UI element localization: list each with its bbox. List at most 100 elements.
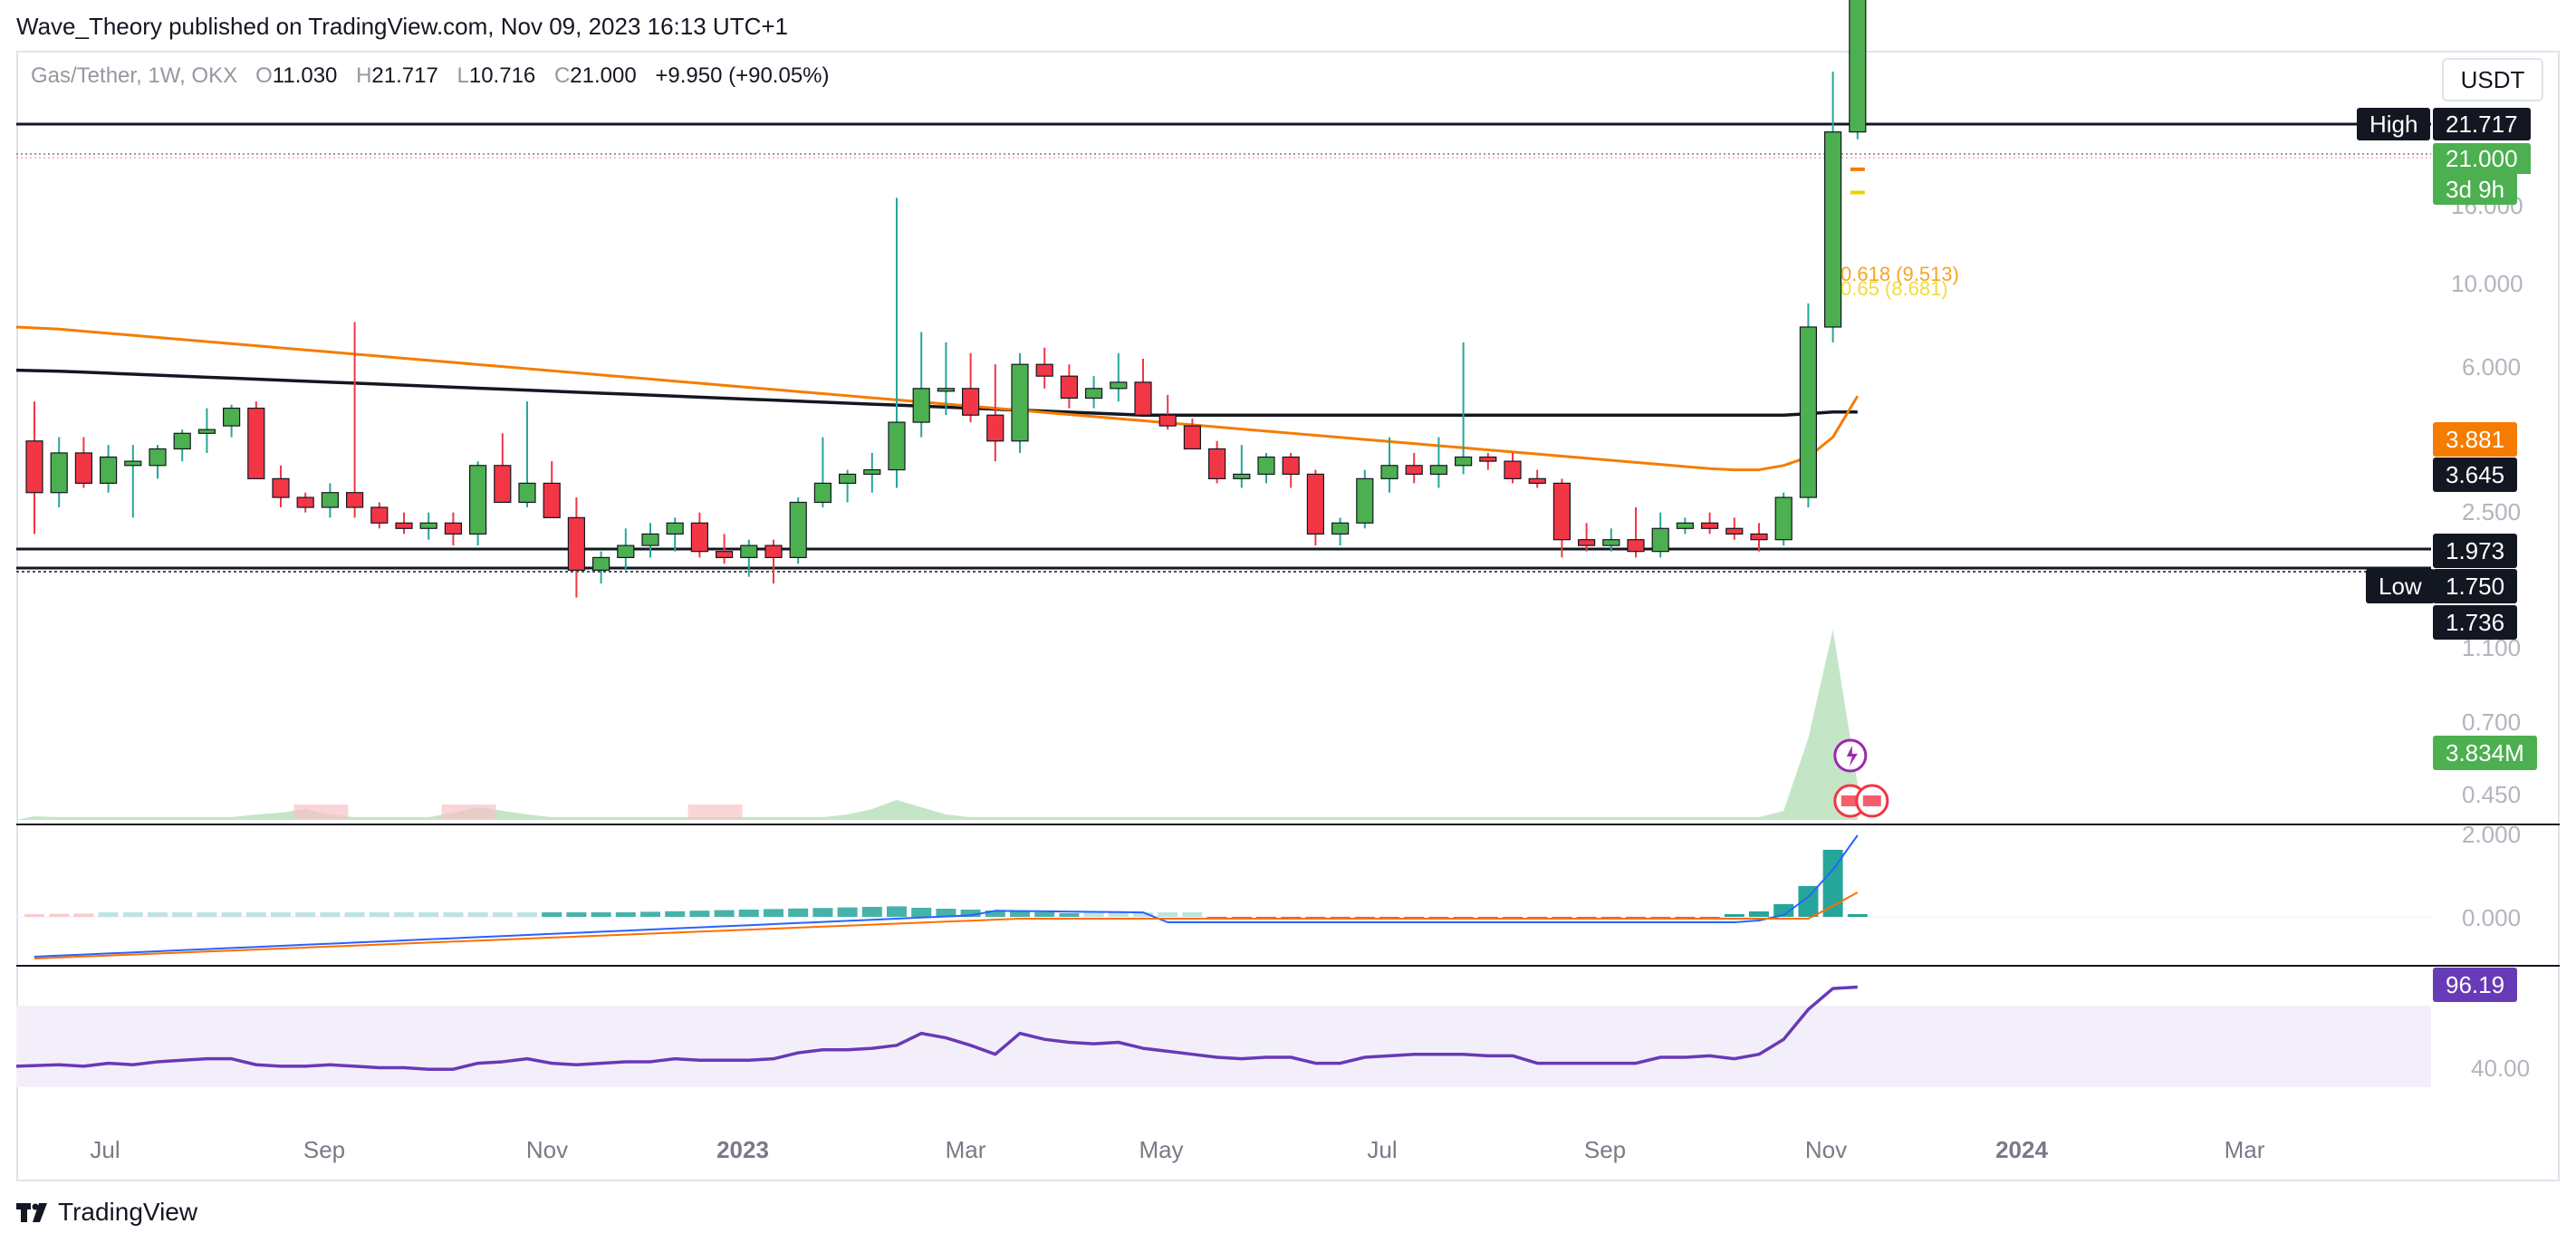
candle xyxy=(1405,452,1423,484)
candle-body xyxy=(25,440,43,494)
macd-hist-bar xyxy=(1847,914,1868,917)
macd-hist-bar xyxy=(936,909,956,917)
candle xyxy=(1429,437,1448,488)
candle-body xyxy=(1158,414,1177,427)
candle xyxy=(1183,419,1202,450)
candle-body xyxy=(813,482,832,504)
candle-body xyxy=(986,414,1004,442)
candle-body xyxy=(50,452,68,494)
candle-body xyxy=(197,429,216,434)
candle xyxy=(1799,303,1818,507)
candle xyxy=(937,342,956,416)
macd-tick-2: 2.000 xyxy=(2462,821,2522,848)
macd-hist-bar xyxy=(271,912,291,917)
rsi-line xyxy=(15,985,1858,1071)
macd-hist-bar xyxy=(1158,912,1178,917)
macd-hist-bar xyxy=(764,909,783,917)
candle xyxy=(346,322,364,518)
macd-hist-bar xyxy=(344,912,365,917)
macd-hist-bar xyxy=(837,907,858,917)
time-label-sep-2023: Sep xyxy=(1583,1136,1627,1163)
volume-area xyxy=(16,630,1858,820)
candle-body xyxy=(1405,465,1423,476)
candle xyxy=(986,364,1004,462)
candle-body xyxy=(1454,456,1473,467)
currency-button[interactable]: USDT xyxy=(2442,58,2543,101)
volume-value-label: 3.834M xyxy=(2433,736,2537,770)
candle-body xyxy=(1207,448,1226,479)
macd-hist-bar xyxy=(861,907,882,917)
macd-hist-bar xyxy=(911,908,932,917)
tradingview-logo-icon xyxy=(16,1203,47,1222)
candle xyxy=(1750,523,1768,552)
candle-body xyxy=(1823,131,1842,328)
low-line-value-label: 1.736 xyxy=(2433,605,2518,640)
macd-hist-bar xyxy=(1724,914,1745,917)
candle xyxy=(1380,437,1399,493)
macd-hist-bar xyxy=(492,912,513,917)
candle-body xyxy=(764,544,783,558)
high-value-label: 21.717 xyxy=(2433,108,2531,140)
candle-body xyxy=(1233,473,1251,479)
footer-brand[interactable]: TradingView xyxy=(16,1194,197,1230)
candle xyxy=(1207,440,1226,484)
price-tick-0-45: 0.450 xyxy=(2462,781,2522,808)
candle xyxy=(1627,507,1645,558)
macd-hist-bar xyxy=(1182,912,1203,917)
macd-tick-0: 0.000 xyxy=(2462,904,2522,931)
event-flag-stripes xyxy=(1841,795,1860,806)
candle xyxy=(74,437,93,488)
macd-hist-bar xyxy=(73,913,94,917)
candle xyxy=(247,401,265,479)
candle xyxy=(1528,469,1546,488)
candle-body xyxy=(863,468,881,476)
candle-body xyxy=(641,533,659,546)
macd-hist-bar xyxy=(1822,850,1843,917)
footer-brand-text: TradingView xyxy=(58,1198,198,1226)
macd-hist-bar xyxy=(1083,912,1104,917)
candle xyxy=(1700,512,1719,535)
macd-hist-bar xyxy=(320,912,341,917)
macd-hist-bar xyxy=(1773,904,1794,917)
macd-hist-bar xyxy=(295,912,316,917)
candle-body xyxy=(912,388,930,423)
candle xyxy=(223,404,241,438)
macd-hist-bar xyxy=(197,912,217,917)
macd-hist-bar xyxy=(812,908,833,917)
candle xyxy=(149,445,167,479)
candle-body xyxy=(99,456,118,484)
candle xyxy=(444,512,462,546)
macd-hist-bar xyxy=(714,910,735,917)
macd-line xyxy=(34,834,1859,958)
candle-body xyxy=(1479,456,1497,462)
candle-body xyxy=(617,544,635,558)
macd-hist-bar xyxy=(369,912,389,917)
macd-hist-bar xyxy=(665,911,686,917)
candle xyxy=(1651,512,1669,558)
candle-body xyxy=(494,465,512,504)
low-value-label: 1.750 xyxy=(2433,569,2518,603)
macd-hist-bar xyxy=(887,906,907,917)
candle-body xyxy=(1282,456,1300,476)
low-tag: Low xyxy=(2366,569,2435,603)
candle xyxy=(494,433,512,504)
candle xyxy=(1060,364,1079,409)
candle-body xyxy=(1134,381,1152,416)
bar-countdown-label: 3d 9h xyxy=(2433,174,2518,205)
candle xyxy=(1282,452,1300,488)
macd-hist-bar xyxy=(172,912,193,917)
candle-body xyxy=(1183,425,1202,450)
legend-close-label: C xyxy=(553,63,571,88)
candle-body xyxy=(1035,363,1053,377)
volume-spike-down xyxy=(441,805,496,819)
macd-hist-bar xyxy=(467,912,488,917)
candle xyxy=(567,497,586,598)
time-label-nov-2023: Nov xyxy=(1804,1136,1848,1163)
candle-body xyxy=(1528,477,1546,484)
candle-body xyxy=(1380,465,1399,479)
candle-body xyxy=(591,556,610,571)
candle xyxy=(1479,452,1497,470)
candle xyxy=(99,445,118,493)
macd-hist-bar xyxy=(221,912,242,917)
